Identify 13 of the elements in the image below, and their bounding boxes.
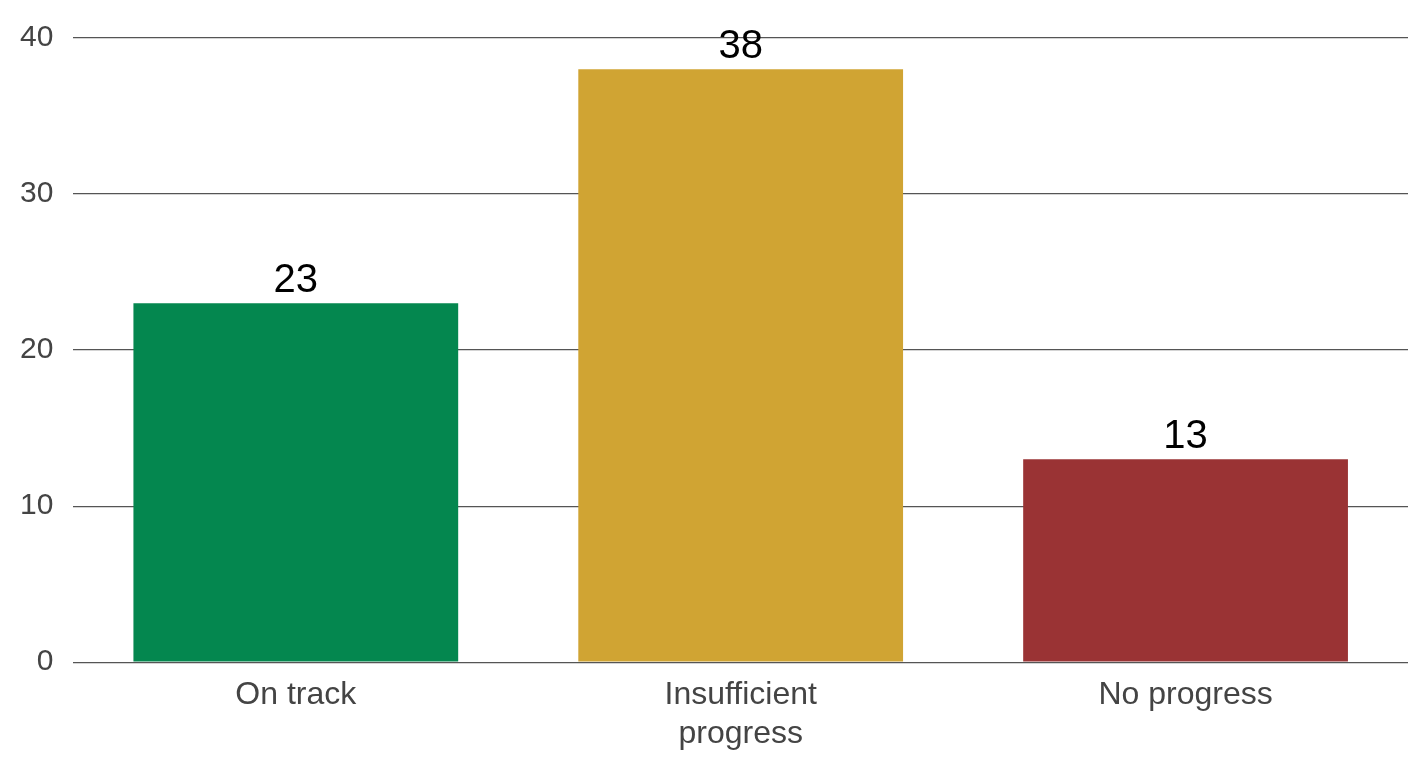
data-label: 13 — [1163, 412, 1208, 457]
bar — [578, 69, 904, 662]
y-tick-label: 10 — [19, 487, 54, 521]
data-label: 23 — [273, 256, 319, 301]
y-tick-label: 20 — [19, 331, 54, 365]
x-tick-label: Insufficient progress — [664, 675, 817, 750]
y-tick-label: 30 — [19, 175, 54, 209]
y-tick-label: 40 — [19, 19, 54, 53]
x-tick-label: No progress — [1098, 675, 1273, 712]
y-tick-label: 0 — [36, 643, 54, 677]
bar — [133, 303, 459, 662]
x-tick-label: On track — [235, 675, 358, 712]
bar — [1023, 459, 1348, 662]
